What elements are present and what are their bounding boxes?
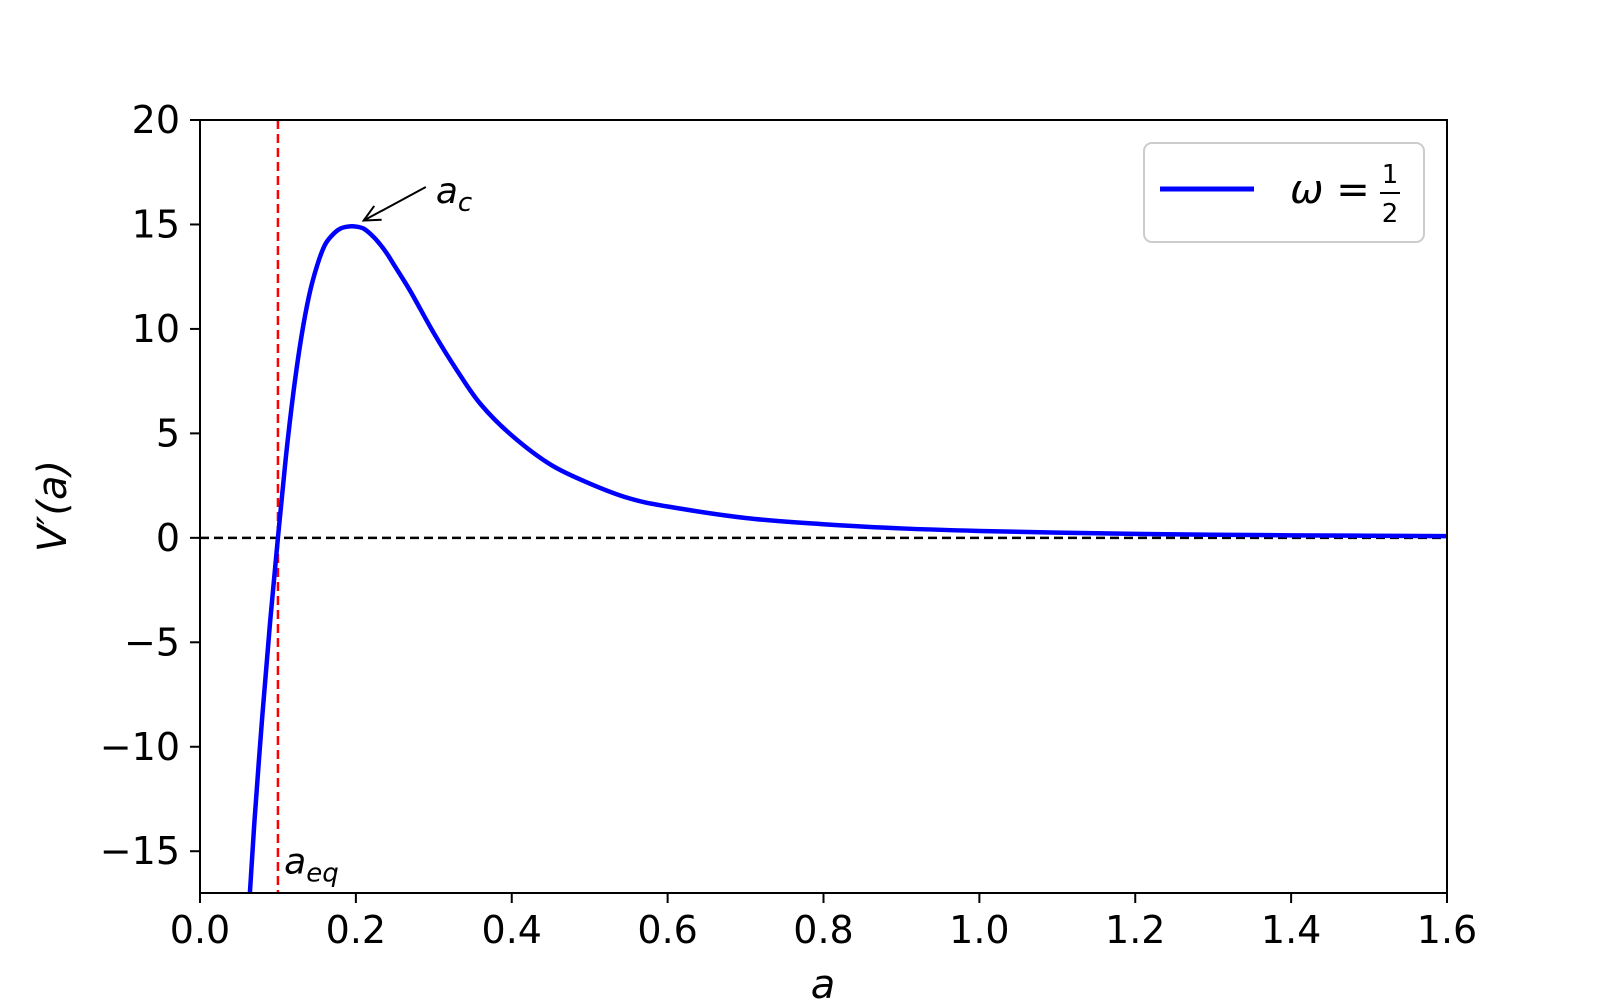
y-tick-label: −10 bbox=[100, 725, 180, 769]
y-axis-label: V′(a) bbox=[30, 460, 76, 552]
annotation-arrow-shaft bbox=[363, 186, 427, 222]
legend-label: ω = bbox=[1290, 167, 1370, 213]
legend-frac-den: 2 bbox=[1382, 199, 1399, 229]
x-axis: 0.0 0.2 0.4 0.6 0.8 1.0 1.2 1.4 1.6 bbox=[170, 893, 1477, 952]
annotation-a-c: ac bbox=[361, 171, 472, 222]
annotation-a-eq: aeq bbox=[284, 842, 339, 889]
annotation-label: aeq bbox=[284, 842, 339, 889]
y-tick-label: −15 bbox=[100, 829, 180, 873]
x-tick-label: 1.0 bbox=[949, 908, 1009, 952]
series-group bbox=[247, 224, 1447, 893]
x-tick-label: 0.0 bbox=[170, 908, 230, 952]
y-axis: −15 −10 −5 0 5 10 15 20 bbox=[100, 98, 200, 873]
x-axis-label: a bbox=[811, 962, 836, 1000]
annotation-label: ac bbox=[436, 171, 472, 218]
reference-lines bbox=[200, 120, 1447, 893]
legend-box bbox=[1143, 142, 1425, 243]
y-tick-label: 15 bbox=[132, 202, 180, 246]
x-tick-label: 1.4 bbox=[1261, 908, 1321, 952]
annotation-arrow-head bbox=[361, 205, 382, 222]
x-tick-label: 1.2 bbox=[1105, 908, 1165, 952]
y-tick-label: −5 bbox=[124, 620, 180, 664]
x-tick-label: 0.8 bbox=[793, 908, 853, 952]
x-tick-label: 0.4 bbox=[482, 908, 542, 952]
series-line bbox=[247, 224, 1447, 893]
x-tick-label: 0.2 bbox=[326, 908, 386, 952]
annotations: ac aeq bbox=[284, 171, 472, 889]
legend-label-lhs: ω = bbox=[1290, 167, 1370, 213]
y-tick-label: 5 bbox=[156, 411, 180, 455]
legend-frac-num: 1 bbox=[1382, 160, 1399, 190]
y-tick-label: 0 bbox=[156, 516, 180, 560]
y-tick-label: 10 bbox=[132, 307, 180, 351]
y-tick-label: 20 bbox=[132, 98, 180, 142]
x-tick-label: 1.6 bbox=[1417, 908, 1477, 952]
x-tick-label: 0.6 bbox=[637, 908, 697, 952]
legend: ω = 1 2 bbox=[1143, 142, 1425, 243]
